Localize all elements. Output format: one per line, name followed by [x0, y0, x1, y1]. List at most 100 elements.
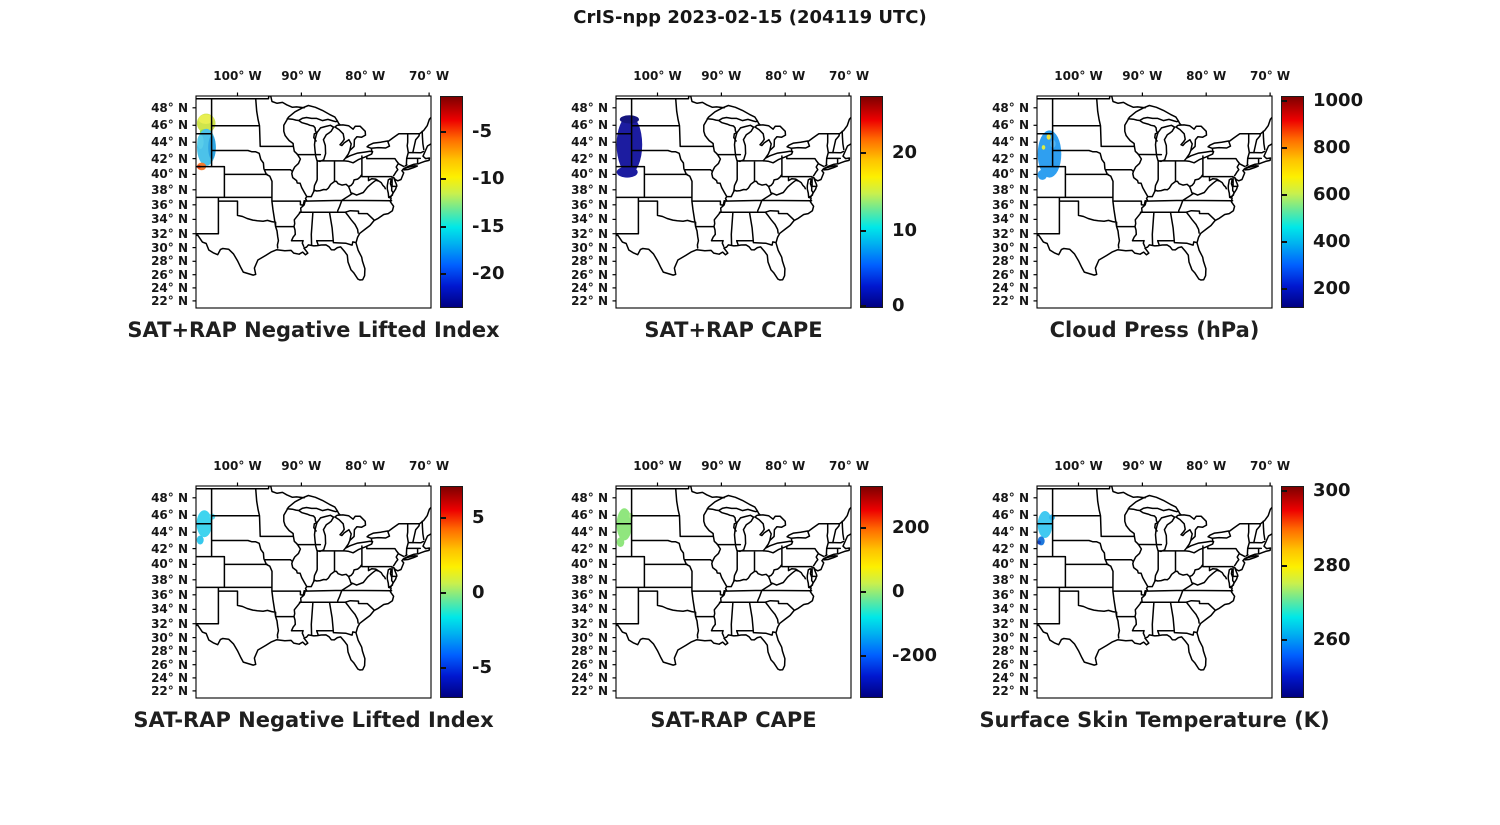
lon-tick-label: 70° W [1250, 69, 1291, 83]
colorbar-tick [440, 273, 446, 276]
lat-tick-label: 30° N [151, 630, 188, 645]
lat-tick-label: 22° N [571, 293, 608, 308]
lat-tick-label: 26° N [992, 657, 1029, 672]
panel-title: SAT+RAP CAPE [644, 318, 823, 342]
lon-tick-label: 90° W [1122, 69, 1163, 83]
lat-tick-label: 34° N [992, 212, 1029, 227]
panel-sat-minus-rap-negative-lifted-index: SAT-RAP Negative Lifted Index 100° W 90° … [86, 440, 548, 750]
lat-tick-label: 40° N [571, 167, 608, 182]
swath-patch [616, 537, 625, 547]
lon-tick-label: 100° W [633, 69, 682, 83]
colorbar-tick [440, 592, 446, 595]
lat-tick-label: 26° N [992, 267, 1029, 282]
lon-tick-label: 70° W [1250, 459, 1291, 473]
panel-sat-plus-rap-cape: SAT+RAP CAPE 100° W 90° W 80° W 70° W 48° N 4… [506, 50, 968, 360]
lon-tick-label: 70° W [409, 69, 450, 83]
colorbar-tick [1281, 490, 1287, 493]
map-frame [1036, 95, 1273, 309]
colorbar-tick-label: -10 [472, 168, 505, 190]
lat-tick-label: 34° N [571, 212, 608, 227]
swath-patch [197, 134, 204, 149]
lat-tick-label: 34° N [571, 602, 608, 617]
lat-tick-label: 36° N [151, 587, 188, 602]
lat-tick-label: 22° N [571, 683, 608, 698]
colorbar-tick [860, 654, 866, 657]
colorbar-tick-label: -5 [472, 657, 492, 679]
data-swath [196, 113, 216, 171]
colorbar [860, 96, 883, 308]
lat-tick-label: 32° N [571, 226, 608, 241]
colorbar-tick [1281, 146, 1287, 149]
lat-tick-label: 24° N [992, 280, 1029, 295]
lat-tick-label: 44° N [571, 135, 608, 150]
colorbar-tick-label: 0 [892, 294, 905, 316]
state-borders [616, 486, 851, 671]
lon-tick-label: 80° W [345, 459, 386, 473]
lon-tick-label: 100° W [1054, 69, 1103, 83]
lon-tick-label: 80° W [345, 69, 386, 83]
lat-tick-label: 42° N [151, 541, 188, 556]
lat-tick-label: 32° N [992, 616, 1029, 631]
us-map [612, 92, 852, 309]
lat-tick-label: 28° N [151, 644, 188, 659]
lat-tick-label: 44° N [151, 525, 188, 540]
lon-tick-label: 80° W [1186, 459, 1227, 473]
lat-tick-label: 36° N [151, 197, 188, 212]
lat-tick-label: 30° N [571, 240, 608, 255]
lat-tick-label: 22° N [151, 293, 188, 308]
lat-tick-label: 42° N [992, 541, 1029, 556]
lat-tick-label: 26° N [151, 267, 188, 282]
data-swath [1037, 130, 1062, 180]
lat-tick-label: 28° N [992, 254, 1029, 269]
lat-tick-label: 32° N [992, 226, 1029, 241]
lat-tick-label: 26° N [151, 657, 188, 672]
figure-title: CrIS-npp 2023-02-15 (204119 UTC) [573, 7, 927, 28]
lat-tick-label: 34° N [151, 212, 188, 227]
panel-title: SAT-RAP CAPE [650, 708, 817, 732]
lat-tick-label: 38° N [571, 572, 608, 587]
lat-tick-label: 46° N [151, 508, 188, 523]
lat-tick-label: 28° N [571, 254, 608, 269]
us-map [192, 92, 432, 309]
lat-tick-label: 32° N [151, 226, 188, 241]
lat-tick-label: 42° N [151, 151, 188, 166]
panel-title: Surface Skin Temperature (K) [979, 708, 1330, 732]
lat-tick-label: 44° N [151, 135, 188, 150]
swath-patch [1041, 145, 1046, 150]
panel-sat-plus-rap-negative-lifted-index: SAT+RAP Negative Lifted Index 100° W 90° … [86, 50, 548, 360]
lon-tick-label: 70° W [829, 459, 870, 473]
colorbar-tick [440, 516, 446, 519]
colorbar-tick [440, 225, 446, 228]
lat-tick-label: 44° N [992, 135, 1029, 150]
colorbar-tick-label: 200 [892, 517, 930, 539]
colorbar-tick-label: 260 [1313, 628, 1351, 650]
state-borders [196, 486, 431, 671]
lat-tick-label: 48° N [571, 100, 608, 115]
lat-tick-label: 36° N [992, 197, 1029, 212]
colorbar-tick-label: 600 [1313, 184, 1351, 206]
lat-tick-label: 34° N [992, 602, 1029, 617]
colorbar-tick-label: -20 [472, 263, 505, 285]
swath-patch [196, 535, 204, 545]
lon-tick-label: 100° W [1054, 459, 1103, 473]
lon-tick-label: 80° W [765, 69, 806, 83]
lat-tick-label: 44° N [571, 525, 608, 540]
panel-title: SAT+RAP Negative Lifted Index [127, 318, 500, 342]
lat-tick-label: 48° N [992, 100, 1029, 115]
colorbar-tick-label: 280 [1313, 554, 1351, 576]
lat-tick-label: 22° N [992, 683, 1029, 698]
colorbar-tick [1281, 564, 1287, 567]
map-frame [615, 95, 852, 309]
lat-tick-label: 38° N [151, 182, 188, 197]
lat-tick-label: 22° N [992, 293, 1029, 308]
lat-tick-label: 42° N [571, 151, 608, 166]
colorbar-tick-label: 10 [892, 219, 918, 241]
lat-tick-label: 32° N [151, 616, 188, 631]
colorbar-tick-label: 800 [1313, 136, 1351, 158]
colorbar-tick [860, 304, 866, 307]
swath-patch [1046, 134, 1051, 140]
lon-tick-label: 100° W [213, 459, 262, 473]
colorbar-tick [1281, 194, 1287, 197]
colorbar-tick [860, 591, 866, 593]
lon-tick-label: 80° W [765, 459, 806, 473]
